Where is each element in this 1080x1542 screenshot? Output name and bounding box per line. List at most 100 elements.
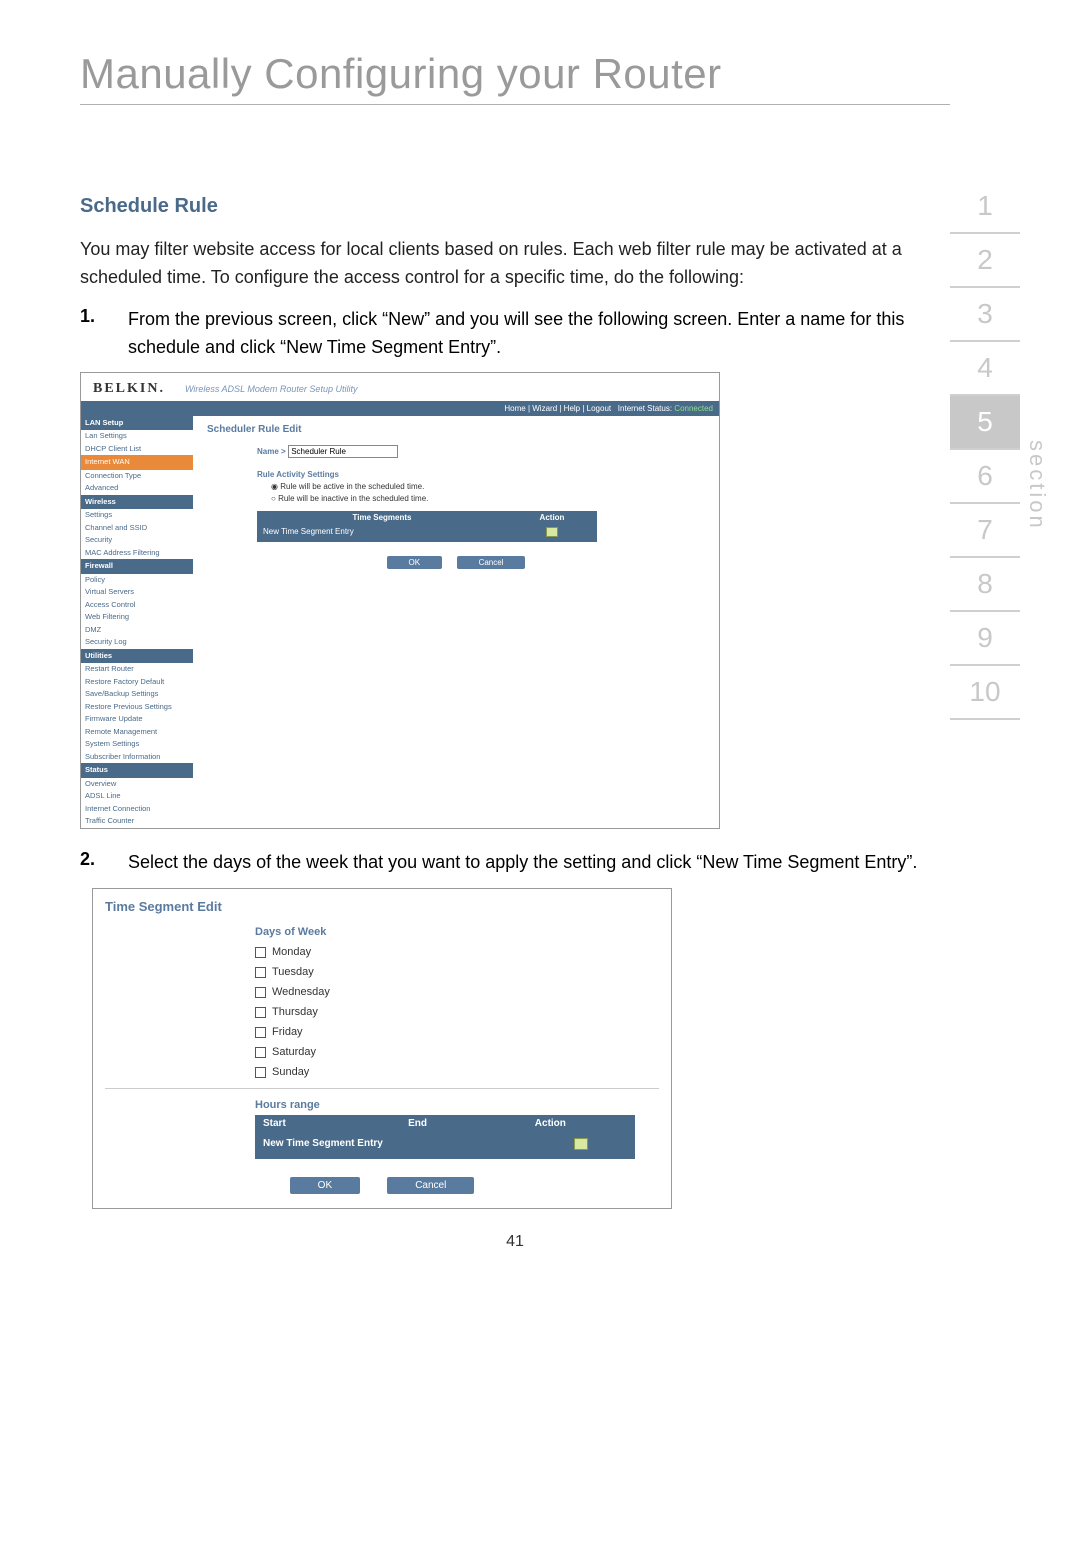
sidebar-item[interactable]: Traffic Counter [81,815,193,828]
page-number: 41 [80,1233,950,1251]
day-checkbox-row[interactable]: Thursday [255,1006,659,1018]
step2-text: Select the days of the week that you wan… [128,849,950,877]
edit-icon[interactable] [546,527,558,537]
section-tab-1[interactable]: 1 [950,180,1020,234]
name-input[interactable] [288,445,398,458]
day-checkbox-row[interactable]: Saturday [255,1046,659,1058]
sidebar-item[interactable]: Lan Settings [81,430,193,443]
sidebar-item[interactable]: Access Control [81,599,193,612]
hours-range-heading: Hours range [255,1099,659,1111]
section-tab-9[interactable]: 9 [950,612,1020,666]
belkin-logo: BELKIN. [93,381,165,397]
sidebar-item: Status [81,763,193,778]
sidebar: LAN SetupLan SettingsDHCP Client ListInt… [81,416,193,828]
sidebar-item[interactable]: Policy [81,574,193,587]
sidebar-item[interactable]: Save/Backup Settings [81,688,193,701]
top-nav[interactable]: Home | Wizard | Help | Logout Internet S… [81,401,719,416]
sidebar-item[interactable]: Restart Router [81,663,193,676]
sidebar-item[interactable]: DMZ [81,624,193,637]
section-nav: 12345678910 [950,50,1020,1251]
sidebar-item: LAN Setup [81,416,193,431]
step1-number: 1. [80,306,128,362]
section-tab-3[interactable]: 3 [950,288,1020,342]
page-title: Manually Configuring your Router [80,50,950,105]
col-action: Action [507,511,597,524]
topnav-links[interactable]: Home | Wizard | Help | Logout [504,404,611,413]
checkbox-icon[interactable] [255,947,266,958]
checkbox-icon[interactable] [255,1007,266,1018]
divider [105,1088,659,1089]
section-tab-2[interactable]: 2 [950,234,1020,288]
rule-activity-heading: Rule Activity Settings [257,470,705,479]
edit-icon2[interactable] [574,1138,588,1150]
sidebar-item[interactable]: Advanced [81,482,193,495]
sidebar-item[interactable]: Security Log [81,636,193,649]
sidebar-item: Utilities [81,649,193,664]
section-tab-10[interactable]: 10 [950,666,1020,720]
checkbox-icon[interactable] [255,967,266,978]
step2-number: 2. [80,849,128,877]
sidebar-item[interactable]: DHCP Client List [81,443,193,456]
section-tab-6[interactable]: 6 [950,450,1020,504]
sidebar-item[interactable]: Restore Factory Default [81,676,193,689]
day-checkbox-row[interactable]: Monday [255,946,659,958]
cancel-button2[interactable]: Cancel [387,1177,474,1194]
sidebar-item[interactable]: Security [81,534,193,547]
checkbox-icon[interactable] [255,1047,266,1058]
radio-inactive-label: Rule will be inactive in the scheduled t… [278,494,428,503]
sidebar-item[interactable]: Subscriber Information [81,751,193,764]
radio-inactive-icon[interactable]: ○ [271,494,276,503]
sidebar-item[interactable]: Connection Type [81,470,193,483]
radio-active-icon[interactable]: ◉ [271,482,278,491]
ok-button2[interactable]: OK [290,1177,360,1194]
intro-text: You may filter website access for local … [80,236,950,292]
sidebar-item[interactable]: Restore Previous Settings [81,701,193,714]
sidebar-item[interactable]: MAC Address Filtering [81,547,193,560]
status-value: Connected [674,404,713,413]
new-time-segment-link[interactable]: New Time Segment Entry [257,524,507,542]
sidebar-item[interactable]: Settings [81,509,193,522]
day-checkbox-row[interactable]: Friday [255,1026,659,1038]
radio-active-label: Rule will be active in the scheduled tim… [280,482,424,491]
sidebar-item[interactable]: Internet WAN [81,455,193,470]
day-checkbox-row[interactable]: Sunday [255,1066,659,1078]
name-label: Name > [257,447,286,456]
checkbox-icon[interactable] [255,1027,266,1038]
cancel-button[interactable]: Cancel [457,556,526,569]
sidebar-item[interactable]: ADSL Line [81,790,193,803]
days-of-week-heading: Days of Week [255,926,659,938]
checkbox-icon[interactable] [255,987,266,998]
section-label: section [1024,440,1050,531]
sidebar-item: Wireless [81,495,193,510]
new-time-segment-entry2[interactable]: New Time Segment Entry [255,1132,400,1159]
time-segment-edit-title: Time Segment Edit [105,899,659,914]
sidebar-item[interactable]: Overview [81,778,193,791]
step1-text: From the previous screen, click “New” an… [128,306,950,362]
sidebar-item[interactable]: System Settings [81,738,193,751]
day-checkbox-row[interactable]: Wednesday [255,986,659,998]
checkbox-icon[interactable] [255,1067,266,1078]
col-start: Start [255,1115,400,1132]
sidebar-item[interactable]: Remote Management [81,726,193,739]
sidebar-item: Firewall [81,559,193,574]
schedule-rule-heading: Schedule Rule [80,195,950,218]
sidebar-item[interactable]: Virtual Servers [81,586,193,599]
status-label: Internet Status: [618,404,672,413]
utility-subtitle: Wireless ADSL Modem Router Setup Utility [185,384,357,394]
scheduler-rule-edit-title: Scheduler Rule Edit [207,424,705,435]
section-tab-5[interactable]: 5 [950,396,1020,450]
col-end: End [400,1115,527,1132]
ok-button[interactable]: OK [387,556,443,569]
screenshot-time-segment-edit: Time Segment Edit Days of Week Monday Tue… [92,888,672,1209]
sidebar-item[interactable]: Web Filtering [81,611,193,624]
sidebar-item[interactable]: Firmware Update [81,713,193,726]
screenshot-router-ui: BELKIN. Wireless ADSL Modem Router Setup… [80,372,720,829]
sidebar-item[interactable]: Channel and SSID [81,522,193,535]
sidebar-item[interactable]: Internet Connection [81,803,193,816]
section-tab-8[interactable]: 8 [950,558,1020,612]
col-action2: Action [527,1115,635,1132]
section-tab-7[interactable]: 7 [950,504,1020,558]
section-tab-4[interactable]: 4 [950,342,1020,396]
col-time-segments: Time Segments [257,511,507,524]
day-checkbox-row[interactable]: Tuesday [255,966,659,978]
